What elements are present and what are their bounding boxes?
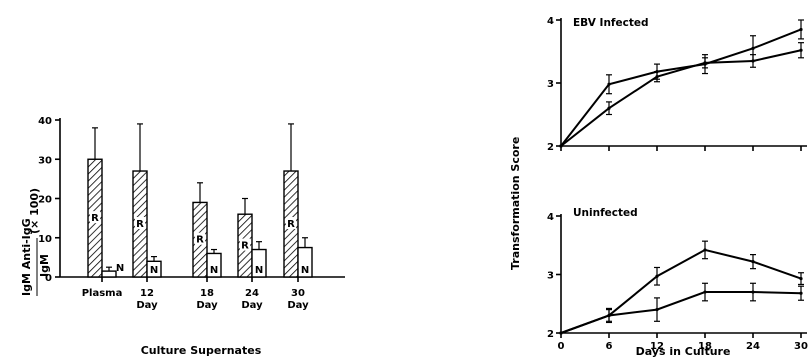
bar-ylabel-scale: (× 100): [28, 188, 41, 234]
bar-x-tick-label: Plasma: [82, 288, 123, 299]
bar-R-label: R: [136, 219, 144, 230]
line-panel-title-top: EBV Infected: [573, 17, 648, 29]
bar-x-tick-label: 24: [245, 288, 259, 299]
line-bottom-y-tick-label: 3: [547, 271, 554, 282]
bar-N-label: N: [150, 265, 158, 276]
line-top-y-tick-label: 3: [547, 79, 554, 90]
bar-N-label: N: [116, 263, 124, 274]
line-bottom-x-tick-label: 18: [698, 341, 712, 352]
bar-x-tick-label: Day: [287, 300, 309, 311]
bar-R-label-bg: [240, 238, 250, 251]
line-bottom-x-tick-label: 30: [794, 341, 808, 352]
line-bottom-x-tick-label: 12: [650, 341, 664, 352]
bar-xlabel: Culture Supernates: [141, 344, 262, 357]
line-bottom-point: [559, 331, 563, 335]
bar-ylabel-numerator: IgM Anti-IgG: [20, 218, 33, 296]
bar-R-label-bg: [90, 211, 100, 224]
line-bottom-x-tick-label: 24: [746, 341, 760, 352]
line-panel-title-bottom: Uninfected: [573, 207, 638, 219]
bar-x-tick-label: 18: [200, 288, 214, 299]
line-bottom-x-tick-label: 0: [558, 341, 565, 352]
bar-R-label: R: [241, 241, 249, 252]
line-bottom-y-tick-label: 4: [547, 212, 554, 223]
line-top-series-line: [560, 28, 802, 147]
bar-R-label: R: [91, 213, 99, 224]
bar-ylabel-denominator: IgM: [38, 254, 51, 277]
bar-R-label-bg: [195, 232, 205, 245]
bar-y-tick-label: 10: [38, 234, 52, 245]
bar-N: [101, 270, 117, 278]
line-top-point: [559, 144, 563, 148]
bar-y-tick-label: 40: [38, 116, 52, 127]
bar-x-tick-label: Day: [196, 300, 218, 311]
line-shared-ylabel: Transformation Score: [509, 137, 522, 270]
line-chart-ebv-infected: 2 3 4: [547, 16, 807, 153]
bar-R-label-bg: [135, 217, 145, 230]
line-chart-uninfected: 2 3 4 0 6 12 18 24 30: [547, 212, 808, 352]
bar-x-tick-label: 30: [291, 288, 305, 299]
line-xlabel: Days in Culture: [636, 345, 731, 358]
bar-chart-marks: R N R N R N R N R N: [87, 123, 313, 278]
bar-R-label: R: [287, 219, 295, 230]
line-top-y-tick-label: 4: [547, 16, 554, 27]
bar-N-label: N: [210, 265, 218, 276]
bar-R-label: R: [196, 235, 204, 246]
bar-y-tick-label: 20: [38, 195, 52, 206]
bar-N-label: N: [301, 265, 309, 276]
bar-N-label: N: [255, 265, 263, 276]
line-bottom-x-tick-label: 6: [606, 341, 613, 352]
line-bottom-series-line: [560, 291, 802, 334]
line-top-series-line: [560, 49, 802, 147]
line-bottom-y-tick-label: 2: [547, 329, 554, 340]
bar-x-tick-label: Day: [241, 300, 263, 311]
line-top-y-tick-label: 2: [547, 142, 554, 153]
bar-y-tick-label: 30: [38, 155, 52, 166]
bar-y-tick-label: 0: [45, 273, 52, 284]
bar-R-label-bg: [286, 217, 296, 230]
bar-x-tick-label: Day: [136, 300, 158, 311]
bar-x-tick-label: 12: [140, 288, 154, 299]
